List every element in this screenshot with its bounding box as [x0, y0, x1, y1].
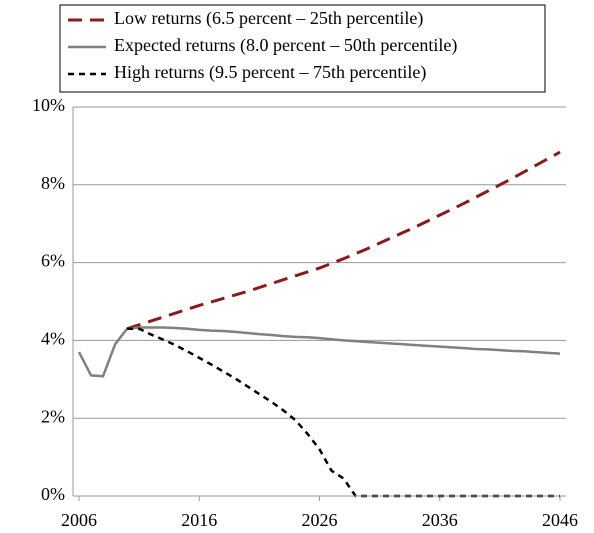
x-tick-label: 2016	[181, 510, 217, 530]
y-tick-label: 10%	[32, 95, 65, 115]
y-tick-label: 2%	[41, 406, 65, 426]
x-tick-label: 2006	[61, 510, 97, 530]
series-line	[77, 326, 561, 378]
legend-label: Low returns (6.5 percent – 25th percenti…	[114, 8, 423, 29]
x-tick-label: 2036	[422, 510, 458, 530]
legend-label: High returns (9.5 percent – 75th percent…	[114, 62, 426, 83]
legend-label: Expected returns (8.0 percent – 50th per…	[114, 35, 457, 56]
y-tick-label: 8%	[41, 173, 65, 193]
x-tick-label: 2046	[542, 510, 578, 530]
x-tick-label: 2026	[302, 510, 338, 530]
y-tick-label: 6%	[41, 251, 65, 271]
series-line	[126, 150, 561, 331]
y-tick-label: 0%	[41, 484, 65, 504]
series-line	[127, 327, 560, 498]
y-tick-label: 4%	[41, 329, 65, 349]
legend-box	[59, 4, 546, 93]
